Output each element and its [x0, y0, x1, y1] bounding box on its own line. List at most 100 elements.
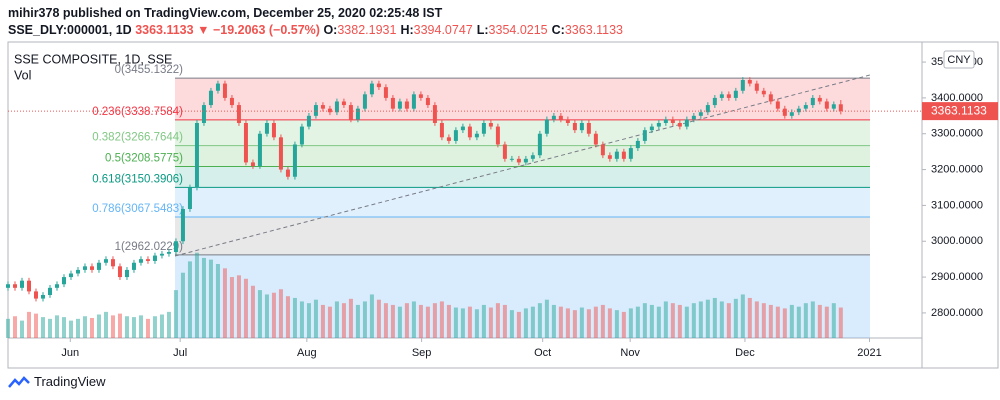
volume-bar	[299, 301, 304, 338]
candle-body	[656, 122, 661, 127]
volume-bar	[523, 308, 528, 338]
ohlc-value: 3354.0215	[488, 23, 548, 37]
candle-body	[96, 262, 101, 270]
candle-body	[418, 94, 423, 98]
candle-body	[397, 101, 402, 109]
volume-bar	[131, 317, 136, 338]
candle-body	[131, 262, 136, 270]
candle-body	[89, 266, 94, 270]
volume-bar	[215, 264, 220, 338]
volume-bar	[537, 303, 542, 338]
volume-bar	[75, 318, 80, 338]
ohlc-key: L:	[476, 23, 489, 37]
volume-bar	[362, 301, 367, 338]
candle-body	[271, 122, 276, 138]
down-arrow: ▼	[197, 23, 210, 37]
volume-bar	[565, 308, 570, 338]
volume-bar	[761, 303, 766, 338]
candle-body	[313, 105, 318, 116]
volume-bar	[579, 307, 584, 338]
volume-bar	[649, 304, 654, 338]
volume-bar	[488, 307, 493, 338]
candle-body	[691, 115, 696, 120]
candle-body	[376, 83, 381, 88]
volume-bar	[383, 303, 388, 338]
candle-body	[180, 208, 185, 242]
volume-bar	[663, 301, 668, 338]
volume-bar	[292, 297, 297, 338]
fib-zone	[175, 217, 870, 255]
volume-bar	[754, 301, 759, 338]
candle-body	[82, 266, 87, 270]
candle-body	[726, 94, 731, 98]
volume-bar	[796, 306, 801, 338]
y-tick-label: 2900.0000	[931, 271, 983, 283]
volume-bar	[355, 304, 360, 338]
axes: 2800.0000 2900.0000 3000.0000 3100.0000 3200…	[8, 56, 998, 359]
currency-box[interactable]	[943, 50, 975, 69]
candle-body	[796, 108, 801, 113]
candle-body	[404, 101, 409, 109]
volume-bar	[747, 297, 752, 338]
volume	[6, 252, 843, 338]
candle-body	[537, 133, 542, 156]
volume-bar	[733, 298, 738, 338]
volume-bar	[586, 309, 591, 338]
candle-body	[768, 94, 773, 102]
volume-bar	[439, 301, 444, 338]
volume-bar	[208, 259, 213, 338]
candle-body	[47, 287, 52, 295]
candle-body	[243, 122, 248, 163]
volume-bar	[222, 268, 227, 338]
candle-body	[173, 241, 178, 252]
volume-bar	[68, 320, 73, 338]
candle-body	[306, 115, 311, 127]
ohlc-value: 3382.1931	[337, 23, 397, 37]
last-price-label: 3363.1133	[931, 103, 987, 117]
x-tick-label: 2021	[857, 347, 881, 359]
candle-body	[75, 269, 80, 274]
volume-bar	[838, 307, 843, 338]
candle-body	[299, 126, 304, 145]
candle-body	[544, 119, 549, 134]
chart-title: SSE COMPOSITE, 1D, SSE	[14, 52, 172, 66]
volume-bar	[831, 303, 836, 338]
fib-label: 0(3455.1322)	[115, 64, 184, 76]
last: 3363.1133	[135, 23, 194, 37]
volume-bar	[404, 303, 409, 338]
candle-body	[40, 294, 45, 299]
candle-body	[432, 105, 437, 123]
volume-bar	[313, 299, 318, 338]
volume-bar	[810, 301, 815, 338]
volume-bar	[446, 304, 451, 338]
candle-body	[33, 291, 38, 299]
volume-bar	[348, 298, 353, 338]
ohlc-item: H:3394.0747	[400, 23, 476, 37]
candle-body	[355, 108, 360, 120]
candle-body	[12, 284, 17, 288]
ohlc: O:3382.1931 H:3394.0747 L:3354.0215 C:3363.…	[323, 23, 627, 37]
candle-body	[264, 122, 269, 134]
volume-bar	[705, 299, 710, 338]
x-tick-label: Jun	[61, 347, 79, 359]
volume-bar	[474, 309, 479, 338]
fib-label: 1(2962.0229)	[115, 241, 184, 253]
published: mihir378 published on TradingView.com, D…	[8, 6, 443, 20]
candle-body	[733, 90, 738, 98]
candle-body	[124, 269, 129, 278]
volume-bar	[572, 310, 577, 338]
candle-body	[215, 83, 220, 91]
candle-body	[712, 97, 717, 106]
candle-body	[523, 158, 528, 163]
candle-body	[285, 169, 290, 177]
candle-body	[110, 259, 115, 267]
x-tick-label: Nov	[620, 347, 640, 359]
ohlc-value: 3363.1133	[564, 23, 624, 37]
candle-body	[817, 97, 822, 102]
volume-bar	[397, 306, 402, 338]
candle-body	[649, 126, 654, 131]
volume-bar	[229, 277, 234, 338]
logo	[8, 375, 30, 388]
